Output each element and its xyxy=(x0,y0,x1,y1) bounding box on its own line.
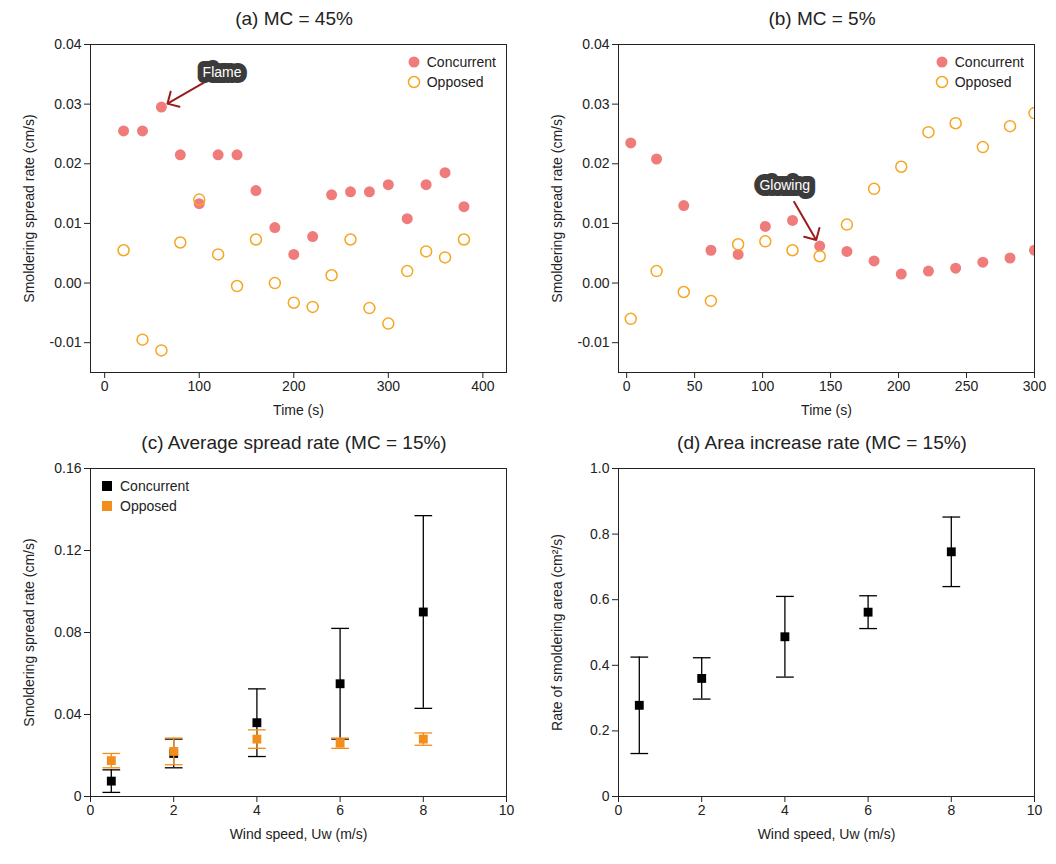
svg-text:1.0: 1.0 xyxy=(590,460,610,476)
html-text:Concurrent: Concurrent xyxy=(426,54,496,70)
svg-text:0: 0 xyxy=(74,788,82,804)
svg-text:Rate of smoldering area (cm²/s: Rate of smoldering area (cm²/s) xyxy=(549,534,565,731)
html-text:(a) MC = 45%: (a) MC = 45% xyxy=(235,8,353,29)
svg-text:4: 4 xyxy=(253,802,261,818)
svg-text:0: 0 xyxy=(615,802,623,818)
svg-text:200: 200 xyxy=(282,378,306,394)
svg-text:0: 0 xyxy=(87,802,95,818)
svg-text:10: 10 xyxy=(499,802,515,818)
svg-text:2: 2 xyxy=(170,802,178,818)
svg-text:Wind speed, Uw (m/s): Wind speed, Uw (m/s) xyxy=(758,826,896,842)
html-text:(d) Area increase rate (MC = 1: (d) Area increase rate (MC = 15%) xyxy=(677,432,967,453)
svg-text:Smoldering spread rate (cm/s): Smoldering spread rate (cm/s) xyxy=(549,114,565,302)
html-text:Concurrent: Concurrent xyxy=(120,478,190,494)
svg-text:50: 50 xyxy=(687,378,703,394)
svg-text:6: 6 xyxy=(336,802,344,818)
html-text:Concurrent: Concurrent xyxy=(954,54,1024,70)
svg-text:0.04: 0.04 xyxy=(54,36,81,52)
html-text:Opposed: Opposed xyxy=(120,498,177,514)
svg-text:0.2: 0.2 xyxy=(590,722,610,738)
svg-text:Smoldering spread rate (cm/s): Smoldering spread rate (cm/s) xyxy=(21,114,37,302)
svg-text:0.00: 0.00 xyxy=(582,275,609,291)
svg-text:Glowing: Glowing xyxy=(759,177,810,193)
svg-text:100: 100 xyxy=(751,378,775,394)
svg-text:8: 8 xyxy=(419,802,427,818)
svg-text:0.00: 0.00 xyxy=(54,275,81,291)
svg-text:0.03: 0.03 xyxy=(54,96,81,112)
svg-text:Smoldering spread rate (cm/s): Smoldering spread rate (cm/s) xyxy=(21,538,37,726)
svg-text:100: 100 xyxy=(188,378,212,394)
svg-text:250: 250 xyxy=(955,378,979,394)
svg-text:400: 400 xyxy=(471,378,495,394)
svg-text:0.02: 0.02 xyxy=(54,155,81,171)
html-text:(b) MC = 5%: (b) MC = 5% xyxy=(768,8,876,29)
svg-text:300: 300 xyxy=(1023,378,1047,394)
html-text:Opposed: Opposed xyxy=(954,74,1012,90)
html-text:Opposed: Opposed xyxy=(426,74,484,90)
svg-text:0: 0 xyxy=(623,378,631,394)
svg-text:Wind speed, Uw (m/s): Wind speed, Uw (m/s) xyxy=(230,826,368,842)
svg-text:0.4: 0.4 xyxy=(590,657,610,673)
html-text:(c) Average spread rate (MC =: (c) Average spread rate (MC = 15%) xyxy=(141,432,447,453)
svg-text:150: 150 xyxy=(819,378,843,394)
svg-text:Time (s): Time (s) xyxy=(273,402,324,418)
svg-text:0.03: 0.03 xyxy=(582,96,609,112)
svg-text:0: 0 xyxy=(101,378,109,394)
svg-text:0.04: 0.04 xyxy=(54,706,81,722)
svg-text:2: 2 xyxy=(698,802,706,818)
svg-text:-0.01: -0.01 xyxy=(50,334,82,350)
svg-text:10: 10 xyxy=(1027,802,1043,818)
svg-text:0.12: 0.12 xyxy=(54,542,81,558)
svg-text:0.01: 0.01 xyxy=(54,215,81,231)
svg-text:200: 200 xyxy=(887,378,911,394)
svg-text:Time (s): Time (s) xyxy=(801,402,852,418)
svg-text:0.04: 0.04 xyxy=(582,36,609,52)
svg-text:0.01: 0.01 xyxy=(582,215,609,231)
svg-text:0: 0 xyxy=(602,788,610,804)
svg-text:Flame: Flame xyxy=(203,64,242,80)
svg-text:-0.01: -0.01 xyxy=(578,334,610,350)
svg-text:0.6: 0.6 xyxy=(590,591,610,607)
svg-text:300: 300 xyxy=(377,378,401,394)
svg-text:8: 8 xyxy=(947,802,955,818)
svg-text:4: 4 xyxy=(781,802,789,818)
svg-text:6: 6 xyxy=(864,802,872,818)
svg-text:0.8: 0.8 xyxy=(590,526,610,542)
svg-text:0.16: 0.16 xyxy=(54,460,81,476)
svg-text:0.02: 0.02 xyxy=(582,155,609,171)
svg-text:0.08: 0.08 xyxy=(54,624,81,640)
